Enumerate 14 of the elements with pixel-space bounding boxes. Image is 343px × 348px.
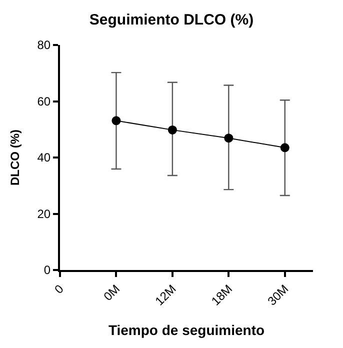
y-tick-label: 0 [44, 263, 51, 278]
point [112, 116, 121, 126]
point [224, 134, 234, 143]
x-tick-label: 0M [100, 282, 123, 304]
x-tick-label: 0 [52, 282, 67, 296]
y-tick-label: 40 [37, 150, 51, 165]
x-axis-title: Tiempo de seguimiento [108, 322, 265, 338]
point [168, 125, 177, 134]
chart-title: Seguimiento DLCO (%) [89, 11, 254, 28]
point [280, 143, 290, 152]
y-tick-label: 20 [37, 206, 51, 221]
y-tick-label: 60 [37, 94, 51, 108]
y-tick-label: 80 [37, 38, 51, 52]
y-axis-title: DLCO (%) [8, 130, 22, 186]
